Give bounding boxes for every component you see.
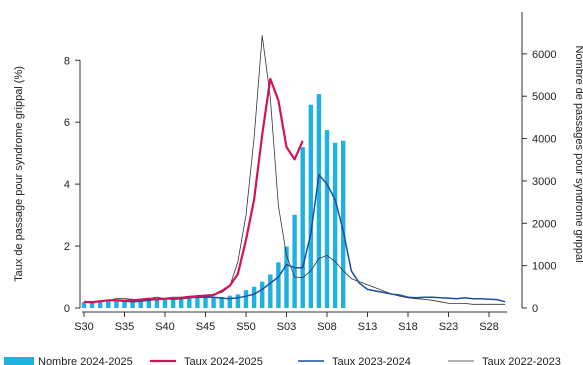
bar: [146, 300, 151, 308]
bar: [308, 104, 313, 308]
x-tick-label: S13: [358, 321, 378, 333]
bar: [130, 300, 135, 308]
legend-label: Taux 2024-2025: [184, 356, 263, 365]
y-right-tick-label: 2000: [532, 218, 556, 230]
y-right-tick-label: 4000: [532, 134, 556, 146]
bar: [195, 297, 200, 308]
x-tick-label: S50: [236, 321, 256, 333]
bar: [122, 300, 127, 308]
legend-swatch: [4, 357, 34, 365]
lines-layer: [83, 35, 506, 305]
bar: [89, 301, 95, 308]
x-tick-label: S45: [196, 321, 216, 333]
bar: [260, 281, 265, 308]
bar: [284, 246, 289, 308]
x-tick-label: S40: [155, 321, 175, 333]
y-left-tick-label: 4: [64, 179, 70, 191]
bar: [203, 297, 208, 308]
bar: [341, 140, 346, 308]
y-axis-left-title: Taux de passage pour syndrome grippal (%…: [13, 66, 25, 282]
bar: [268, 274, 273, 308]
series-line: [83, 35, 506, 305]
axes-layer: 0 2 4 6 8 Taux de passage pour syndrome gripp…: [13, 12, 583, 333]
bar: [243, 290, 249, 308]
bar: [235, 294, 241, 308]
y-right-tick-label: 6000: [532, 49, 556, 61]
bar: [211, 297, 216, 308]
y-axis-right-title: Nombre de passages pour syndrome grippal: [573, 45, 583, 262]
y-right-tick-label: 0: [532, 303, 538, 315]
x-tick-label: S28: [479, 321, 499, 333]
bar: [154, 299, 160, 308]
legend-label: Nombre 2024-2025: [38, 356, 133, 365]
y-right-tick-label: 5000: [532, 91, 556, 103]
y-left-tick-label: 6: [64, 117, 70, 129]
bar: [81, 302, 87, 308]
bar: [138, 300, 143, 308]
bar: [316, 94, 322, 308]
bar: [332, 142, 338, 308]
bar: [292, 214, 297, 308]
x-tick-label: S35: [115, 321, 135, 333]
bar: [227, 295, 232, 308]
legend-label: Taux 2023-2024: [332, 356, 411, 365]
bar: [114, 300, 119, 308]
y-left-tick-label: 2: [64, 241, 70, 253]
bar: [276, 262, 281, 308]
bar: [106, 301, 111, 308]
series-line: [83, 77, 304, 304]
legend: Nombre 2024-2025 Taux 2024-2025 Taux 2023-…: [4, 356, 561, 365]
x-tick-label: S23: [439, 321, 459, 333]
x-tick-label: S03: [277, 321, 297, 333]
y-right-tick-label: 3000: [532, 176, 556, 188]
bar: [219, 297, 224, 308]
y-left-tick-label: 8: [64, 55, 70, 67]
bar: [251, 286, 257, 308]
x-tick-label: S30: [74, 321, 94, 333]
x-tick-label: S18: [398, 321, 418, 333]
bar: [179, 298, 184, 308]
y-left-tick-label: 0: [64, 303, 70, 315]
bar: [98, 301, 103, 308]
bar: [162, 299, 168, 308]
x-tick-label: S08: [317, 321, 337, 333]
y-right-tick-label: 1000: [532, 261, 556, 273]
legend-label: Taux 2022-2023: [482, 356, 561, 365]
bars-layer: [81, 94, 346, 308]
bar: [324, 130, 330, 308]
bar: [187, 297, 192, 308]
bar: [300, 147, 305, 308]
bar: [170, 298, 176, 308]
